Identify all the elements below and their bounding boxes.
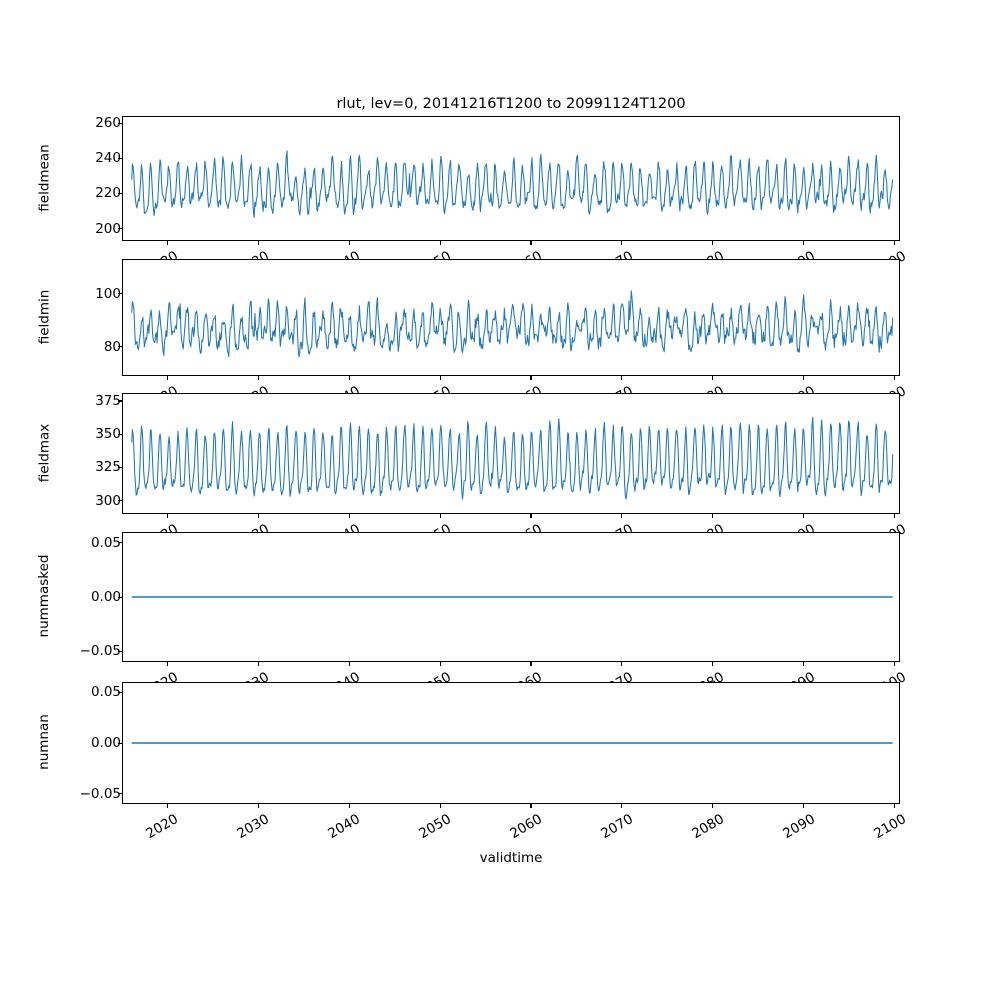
x-tick-mark [439,514,441,518]
plot-area-nummasked [123,533,899,661]
y-tick-label-fieldmin: 100 [95,285,121,302]
plot-area-numnan [123,683,899,803]
x-tick-mark [439,241,441,245]
x-tick-mark [166,662,169,666]
y-tick-label-fieldmin: 80 [103,338,121,355]
x-tick-mark [712,514,714,518]
x-tick-mark [621,514,623,518]
x-tick-mark [712,376,714,380]
x-tick-mark [530,804,532,808]
y-axis-label-fieldmin: fieldmin [36,289,52,344]
plot-area-fieldmax [123,394,899,513]
y-tick-mark [118,650,122,652]
subplot-nummasked [122,532,900,662]
x-tick-mark [530,514,532,518]
y-tick-mark [118,793,122,795]
x-tick-mark [439,376,441,380]
y-tick-label-fieldmean: 260 [95,115,121,132]
y-tick-label-numnan: 0.05 [90,684,121,701]
x-tick-mark [348,662,350,666]
x-tick-mark [257,804,259,808]
y-tick-mark [118,466,122,469]
x-tick-mark [894,514,896,518]
x-tick-mark [803,662,805,666]
y-tick-mark [118,157,122,159]
x-tick-mark [894,241,896,245]
y-tick-mark [118,228,122,230]
x-tick-mark [166,376,169,380]
x-tick-mark [166,514,169,518]
y-tick-label-nummasked: −0.05 [79,643,121,660]
subplot-fieldmax [122,393,900,514]
x-tick-mark [348,514,350,518]
y-tick-mark [118,433,122,435]
x-tick-mark [257,662,259,666]
x-tick-mark [803,804,805,808]
y-tick-label-fieldmean: 220 [95,185,121,202]
x-tick-mark [894,662,896,666]
y-tick-label-nummasked: 0.00 [90,589,121,605]
x-tick-mark [894,376,896,380]
y-tick-mark [118,192,122,195]
x-tick-mark [894,804,896,808]
x-tick-mark [530,376,532,380]
y-tick-mark [118,596,122,598]
x-tick-mark [621,376,623,380]
subplot-fieldmin [122,259,900,376]
x-tick-mark [803,241,805,245]
x-tick-mark [712,241,714,245]
x-tick-mark [530,662,532,666]
x-tick-mark [257,514,259,518]
x-tick-mark [803,376,805,380]
y-tick-mark [118,691,122,693]
y-tick-mark [118,346,122,348]
x-tick-mark [348,804,350,808]
x-tick-mark [712,804,714,808]
y-tick-label-fieldmax: 350 [95,426,121,443]
x-tick-mark [803,514,805,518]
y-tick-label-fieldmax: 300 [95,492,121,509]
x-tick-mark [257,376,259,380]
x-tick-mark [530,241,532,245]
x-tick-mark [439,804,441,808]
y-tick-mark [118,542,122,544]
x-tick-mark [621,241,623,245]
y-tick-label-fieldmax: 325 [95,459,121,476]
x-tick-mark [621,662,623,666]
x-tick-mark [621,804,623,808]
x-tick-mark [712,662,714,666]
y-tick-mark [118,500,122,502]
figure-title: rlut, lev=0, 20141216T1200 to 20991124T1… [336,96,686,112]
plot-area-fieldmin [123,260,899,375]
y-tick-mark [118,742,122,744]
y-tick-label-fieldmean: 200 [95,220,121,237]
y-tick-label-nummasked: 0.05 [90,534,121,551]
data-line-fieldmin [132,291,893,357]
y-tick-label-numnan: 0.00 [90,735,121,751]
y-tick-mark [118,122,122,124]
y-tick-label-numnan: −0.05 [79,785,121,802]
y-tick-mark [118,293,122,295]
x-tick-mark [348,376,350,380]
x-tick-mark [166,241,169,245]
plot-area-fieldmean [123,117,899,240]
y-tick-mark [118,400,122,402]
subplot-fieldmean [122,116,900,241]
x-tick-mark [348,241,350,245]
x-tick-mark [439,662,441,666]
x-axis-label: validtime [479,850,543,866]
subplot-numnan [122,682,900,804]
y-tick-label-fieldmax: 375 [95,392,121,409]
data-line-fieldmean [132,151,893,218]
data-line-fieldmax [132,417,893,499]
y-tick-label-fieldmean: 240 [95,150,121,167]
x-tick-mark [166,804,169,808]
x-tick-mark [257,241,259,245]
